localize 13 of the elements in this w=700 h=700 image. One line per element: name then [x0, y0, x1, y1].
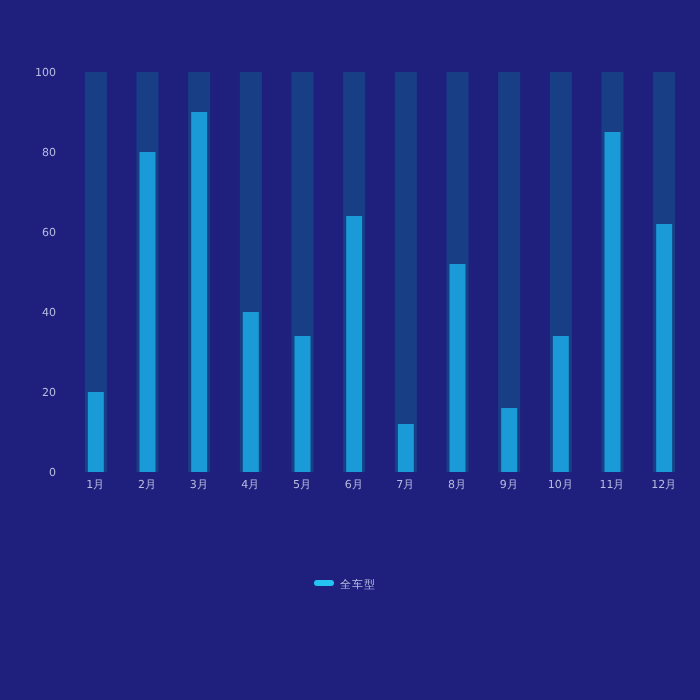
bar [87, 392, 104, 472]
bar [501, 408, 518, 472]
bar [604, 132, 621, 472]
bar [346, 216, 363, 472]
bar [139, 152, 156, 472]
bar [242, 312, 259, 472]
bar [294, 336, 311, 472]
bar [552, 336, 569, 472]
bar [449, 264, 466, 472]
bar [397, 424, 414, 472]
bar [394, 72, 417, 472]
bar [191, 112, 208, 472]
bar [656, 224, 673, 472]
